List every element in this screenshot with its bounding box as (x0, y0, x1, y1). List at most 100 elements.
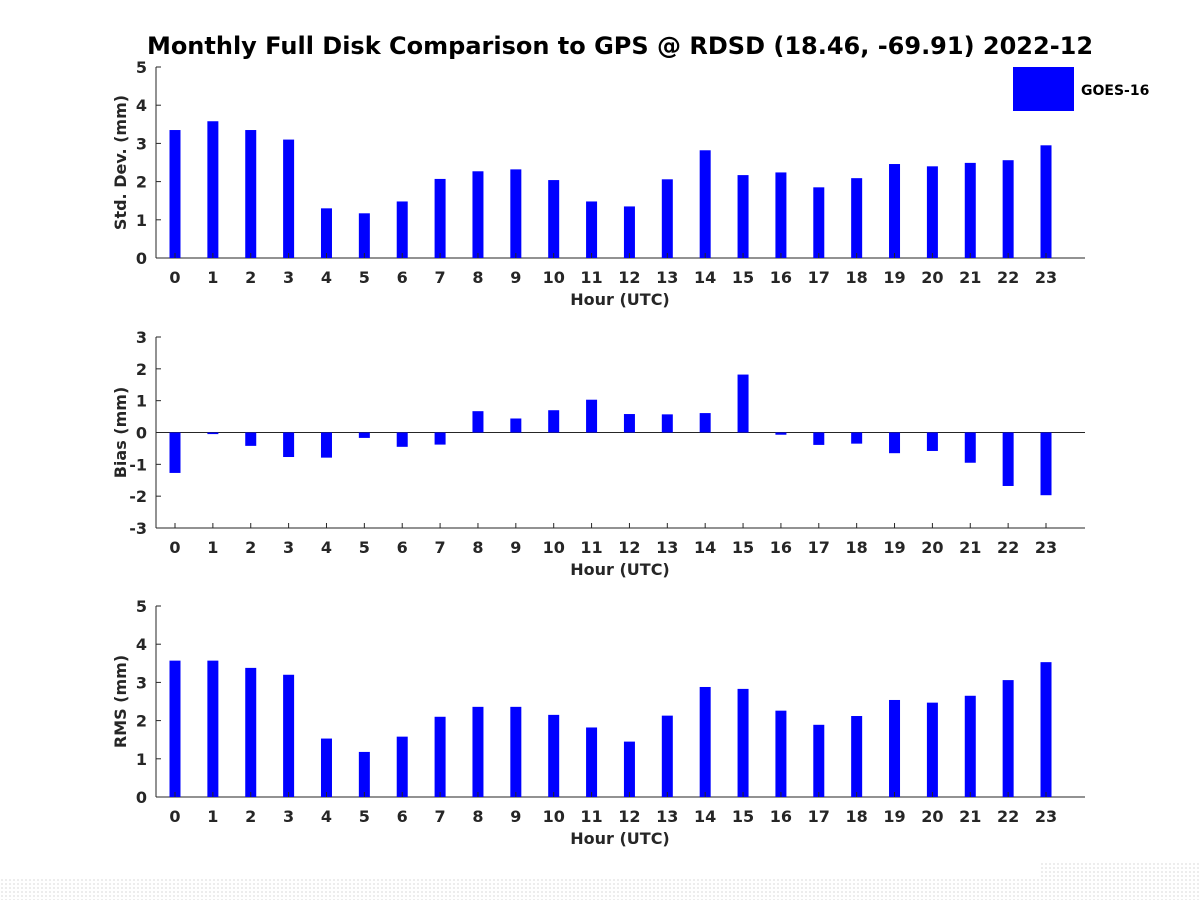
x-tick-label: 5 (359, 538, 370, 557)
x-tick-label: 7 (435, 268, 446, 287)
y-tick-label: 2 (136, 173, 147, 192)
legend-swatch-goes-16 (1013, 67, 1074, 111)
bar (207, 432, 219, 435)
bar (358, 213, 370, 258)
y-tick-label: -1 (129, 455, 147, 474)
x-tick-label: 23 (1035, 268, 1057, 287)
x-tick-label: 21 (959, 807, 981, 826)
bar (396, 432, 408, 447)
bar (245, 130, 257, 258)
bar (737, 688, 749, 797)
bar (775, 710, 787, 797)
x-tick-label: 14 (694, 268, 716, 287)
bar (510, 418, 522, 433)
bar (623, 206, 635, 258)
bar (320, 738, 332, 797)
x-tick-label: 13 (656, 538, 678, 557)
bar (926, 432, 938, 451)
bar (1040, 145, 1052, 258)
bar (207, 660, 219, 797)
x-tick-label: 15 (732, 268, 754, 287)
bar (283, 139, 295, 258)
x-tick-label: 6 (397, 268, 408, 287)
x-tick-label: 16 (770, 268, 792, 287)
x-tick-label: 17 (808, 268, 830, 287)
x-tick-label: 1 (207, 538, 218, 557)
bar (813, 724, 825, 797)
y-tick-label: 2 (136, 360, 147, 379)
y-tick-label: 0 (136, 249, 147, 268)
y-tick-label: 0 (136, 788, 147, 807)
bar (699, 413, 711, 433)
y-tick-label: 1 (136, 750, 147, 769)
x-tick-label: 21 (959, 268, 981, 287)
bar (548, 180, 560, 258)
bar (586, 201, 598, 258)
x-tick-label: 22 (997, 268, 1019, 287)
y-axis-label: RMS (mm) (111, 655, 130, 748)
x-tick-label: 18 (846, 807, 868, 826)
bar (813, 432, 825, 445)
x-tick-label: 7 (435, 807, 446, 826)
legend: GOES-16 (1013, 67, 1149, 111)
bar (737, 175, 749, 258)
x-tick-label: 3 (283, 538, 294, 557)
bar (472, 706, 484, 797)
x-tick-label: 8 (472, 807, 483, 826)
x-tick-label: 4 (321, 807, 332, 826)
x-tick-label: 18 (846, 538, 868, 557)
y-tick-label: 2 (136, 712, 147, 731)
x-tick-label: 22 (997, 538, 1019, 557)
x-tick-label: 14 (694, 538, 716, 557)
y-tick-label: 3 (136, 134, 147, 153)
bar (926, 702, 938, 797)
bar (889, 432, 901, 454)
x-tick-label: 8 (472, 268, 483, 287)
x-tick-label: 19 (883, 268, 905, 287)
y-tick-label: -2 (129, 487, 147, 506)
y-tick-label: 1 (136, 392, 147, 411)
x-tick-label: 10 (543, 807, 565, 826)
x-tick-label: 13 (656, 807, 678, 826)
y-tick-label: 1 (136, 211, 147, 230)
bar (1040, 432, 1052, 496)
x-tick-label: 9 (510, 807, 521, 826)
x-tick-label: 0 (169, 807, 180, 826)
x-tick-label: 17 (808, 807, 830, 826)
bar (548, 410, 560, 433)
x-axis-label: Hour (UTC) (570, 829, 670, 848)
x-tick-label: 8 (472, 538, 483, 557)
y-tick-label: 5 (136, 597, 147, 616)
bar (737, 374, 749, 433)
bar (851, 432, 863, 444)
bar (1002, 680, 1014, 797)
y-tick-label: 3 (136, 673, 147, 692)
bar (889, 164, 901, 258)
bar (889, 699, 901, 797)
bar (548, 714, 560, 797)
x-tick-label: 20 (921, 268, 943, 287)
x-tick-label: 0 (169, 268, 180, 287)
bar (283, 432, 295, 458)
y-tick-label: -3 (129, 519, 147, 538)
x-tick-label: 0 (169, 538, 180, 557)
bar (813, 187, 825, 258)
bar (320, 208, 332, 258)
bar (661, 414, 673, 433)
x-tick-label: 17 (808, 538, 830, 557)
x-tick-label: 23 (1035, 807, 1057, 826)
figure-title: Monthly Full Disk Comparison to GPS @ RD… (147, 32, 1093, 60)
bar (472, 411, 484, 433)
y-tick-label: 4 (136, 96, 147, 115)
bar (1002, 432, 1014, 486)
bar (699, 150, 711, 258)
x-tick-label: 2 (245, 538, 256, 557)
bar (1040, 662, 1052, 797)
x-axis-label: Hour (UTC) (570, 290, 670, 309)
x-tick-label: 13 (656, 268, 678, 287)
x-tick-label: 20 (921, 807, 943, 826)
bar (245, 667, 257, 797)
bar (245, 432, 257, 446)
